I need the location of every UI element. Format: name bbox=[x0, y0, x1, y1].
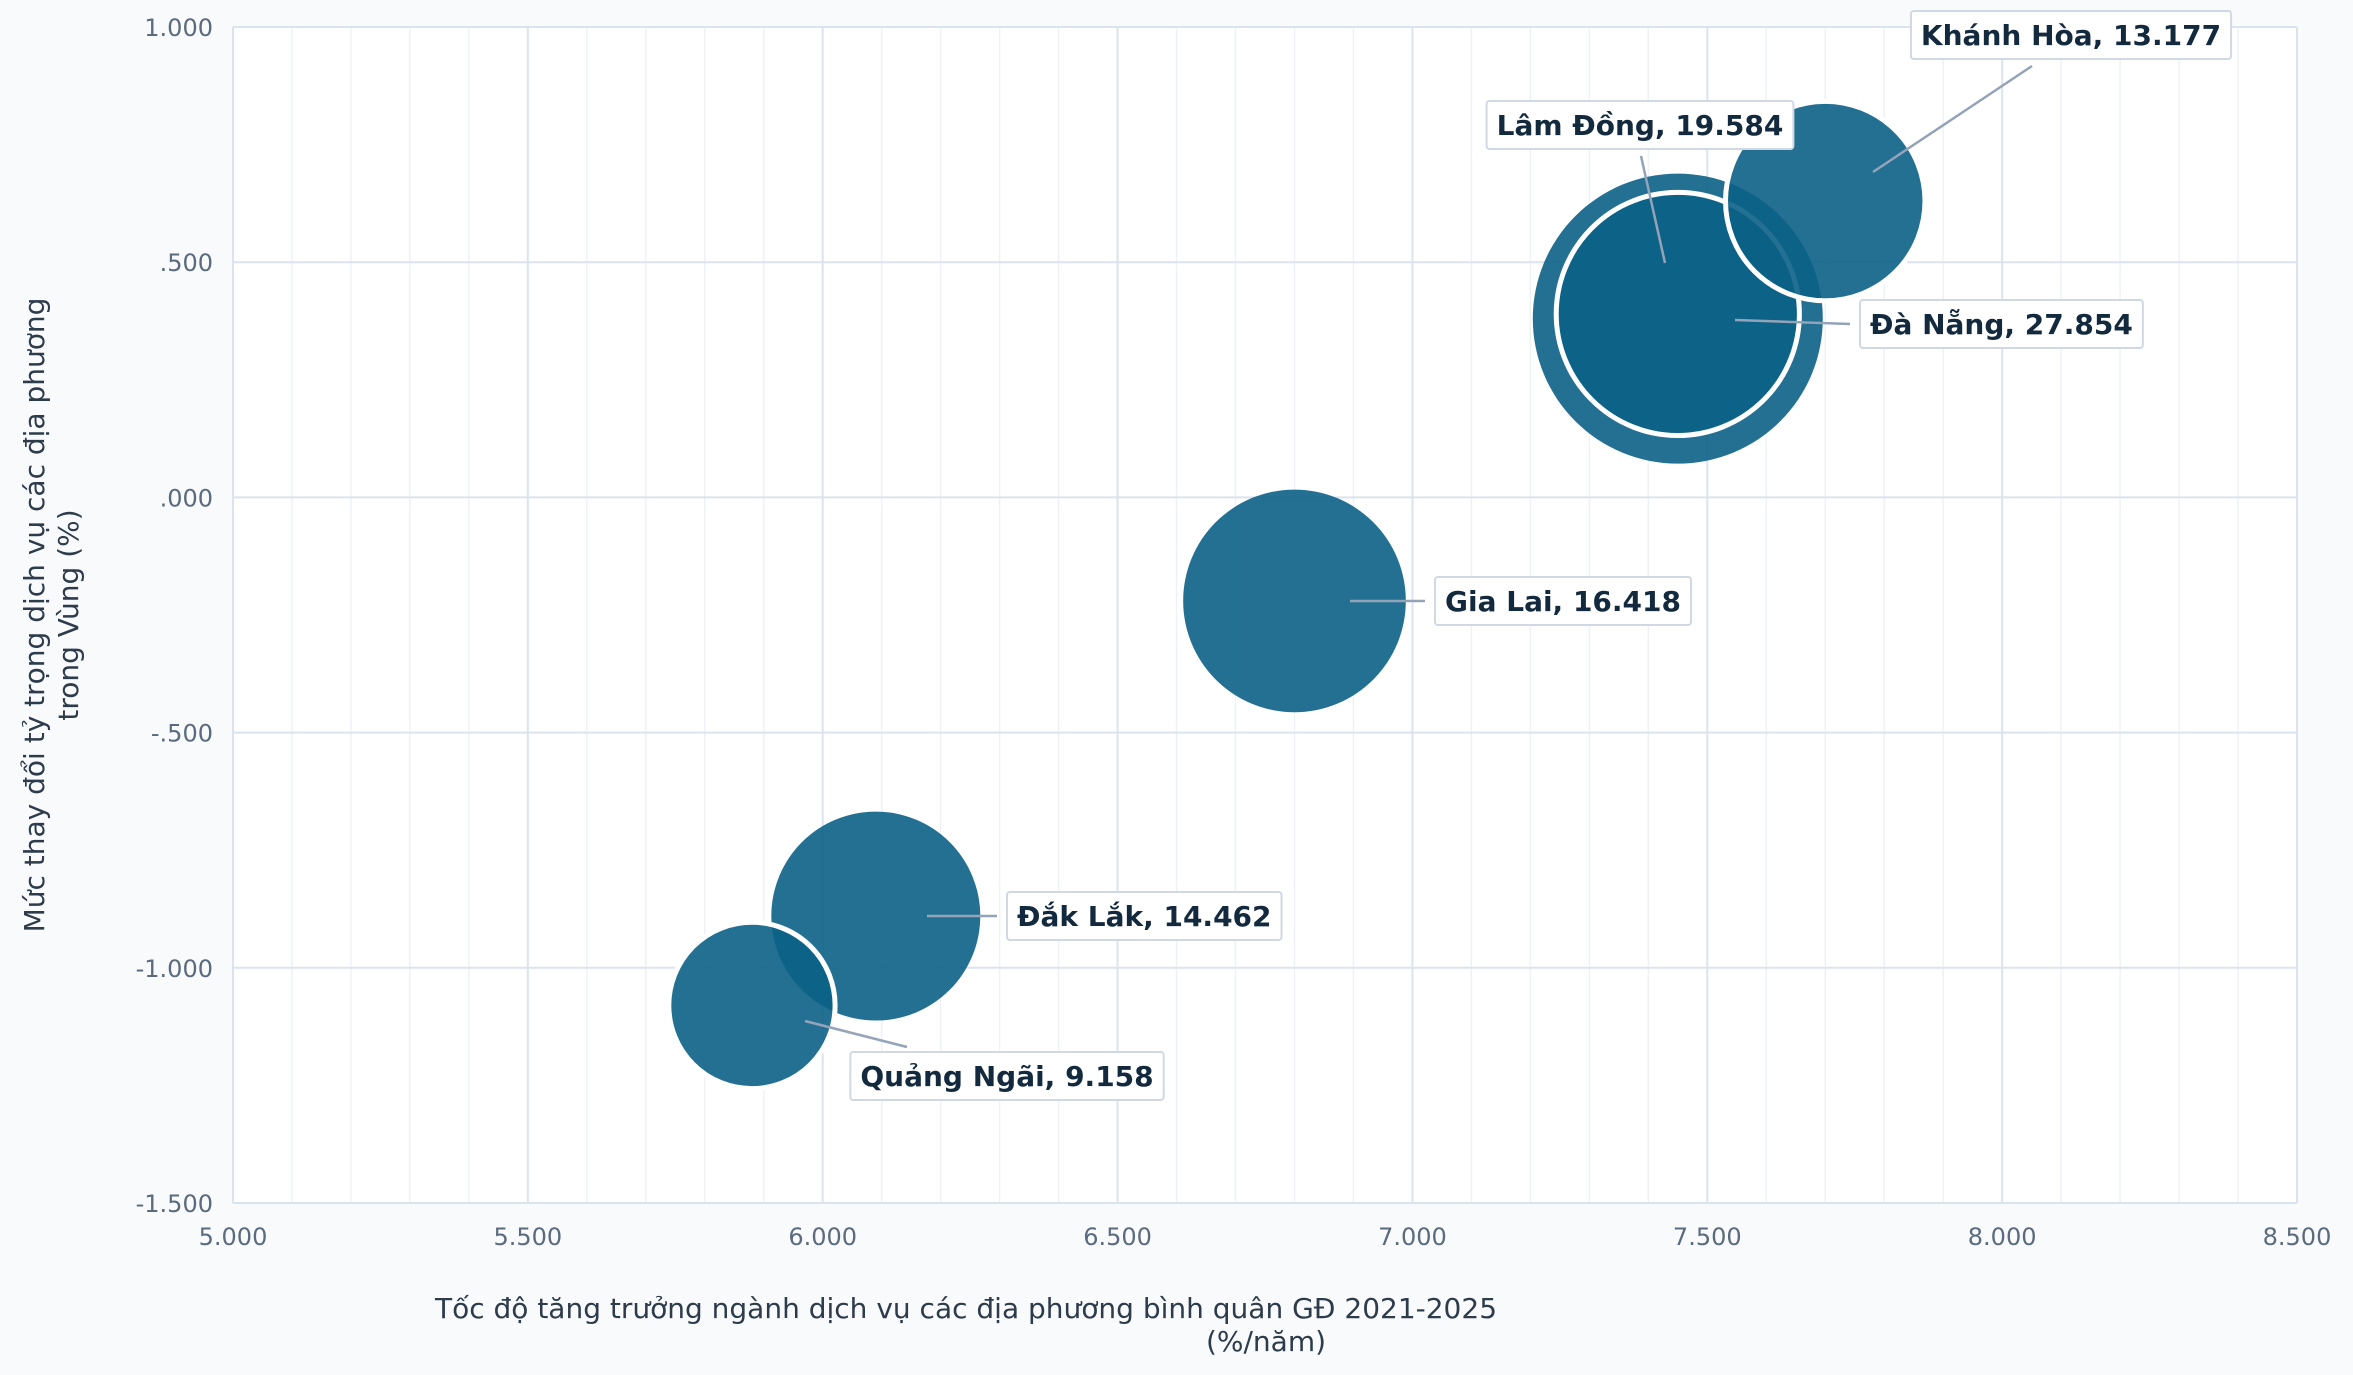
x-tick-label: 5.500 bbox=[493, 1223, 562, 1251]
label-box bbox=[1485, 100, 1795, 150]
x-tick-label: 8.500 bbox=[2263, 1223, 2332, 1251]
x-tick-label: 6.000 bbox=[788, 1223, 857, 1251]
x-tick-label: 7.500 bbox=[1673, 1223, 1742, 1251]
x-axis-title: Tốc độ tăng trưởng ngành dịch vụ các địa… bbox=[434, 1292, 1497, 1325]
leader-line bbox=[1639, 155, 1667, 264]
leader-line bbox=[1734, 318, 1851, 326]
y-tick-label: .500 bbox=[160, 249, 213, 277]
y-axis-ticks: 1.000 .500 .000 -.500 -1.000 -1.500 bbox=[136, 14, 213, 1218]
label-box bbox=[1434, 576, 1692, 626]
bubble-point bbox=[666, 919, 838, 1092]
bubble-labels: Đà Nẵng, 27.854 Lâm Đồng, 19.584 Gia Lai, … bbox=[804, 10, 2233, 1101]
bubble-label-group: Đắk Lắk, 14.462 bbox=[1006, 891, 1283, 941]
bubble-label: Khánh Hòa, 13.177 bbox=[1921, 19, 2221, 52]
leader-line bbox=[1872, 64, 2033, 174]
y-tick-label: -.500 bbox=[151, 720, 213, 748]
bubble-label: Đắk Lắk, 14.462 bbox=[1017, 900, 1272, 933]
x-tick-label: 7.000 bbox=[1378, 1223, 1447, 1251]
y-tick-label: .000 bbox=[160, 484, 213, 512]
bubble-label: Lâm Đồng, 19.584 bbox=[1497, 109, 1784, 142]
label-box bbox=[1909, 10, 2233, 60]
label-box bbox=[1006, 891, 1283, 941]
bubble-label: Đà Nẵng, 27.854 bbox=[1870, 307, 2133, 341]
x-axis-ticks: 5.000 5.500 6.000 6.500 7.000 7.500 8.000 8.500 bbox=[199, 1223, 2332, 1251]
x-tick-label: 5.000 bbox=[199, 1223, 268, 1251]
y-axis-title: Mức thay đổi tỷ trọng dịch vụ các địa ph… bbox=[18, 298, 51, 933]
label-box bbox=[1859, 299, 2144, 349]
y-tick-label: -1.000 bbox=[136, 955, 213, 983]
bubble-label-group: Quảng Ngãi, 9.158 bbox=[849, 1051, 1165, 1101]
bubble-label: Quảng Ngãi, 9.158 bbox=[860, 1060, 1153, 1093]
bubble-label-group: Đà Nẵng, 27.854 bbox=[1859, 299, 2144, 349]
bubble-label: Gia Lai, 16.418 bbox=[1445, 585, 1681, 618]
x-axis-title-line2: (%/năm) bbox=[1206, 1325, 1326, 1358]
y-axis-title-line2: trong Vùng (%) bbox=[52, 509, 85, 720]
bubble-label-group: Khánh Hòa, 13.177 bbox=[1909, 10, 2233, 60]
y-tick-label: 1.000 bbox=[144, 14, 213, 42]
label-box bbox=[849, 1051, 1165, 1101]
bubbles bbox=[666, 98, 1928, 1092]
leader-line bbox=[804, 1019, 908, 1049]
x-tick-label: 6.500 bbox=[1083, 1223, 1152, 1251]
bubble-point bbox=[1183, 489, 1406, 713]
y-tick-label: -1.500 bbox=[136, 1190, 213, 1218]
bubble-label-group: Lâm Đồng, 19.584 bbox=[1485, 100, 1795, 150]
bubble-label-group: Gia Lai, 16.418 bbox=[1434, 576, 1692, 626]
bubble-point bbox=[1722, 98, 1928, 304]
x-tick-label: 8.000 bbox=[1968, 1223, 2037, 1251]
